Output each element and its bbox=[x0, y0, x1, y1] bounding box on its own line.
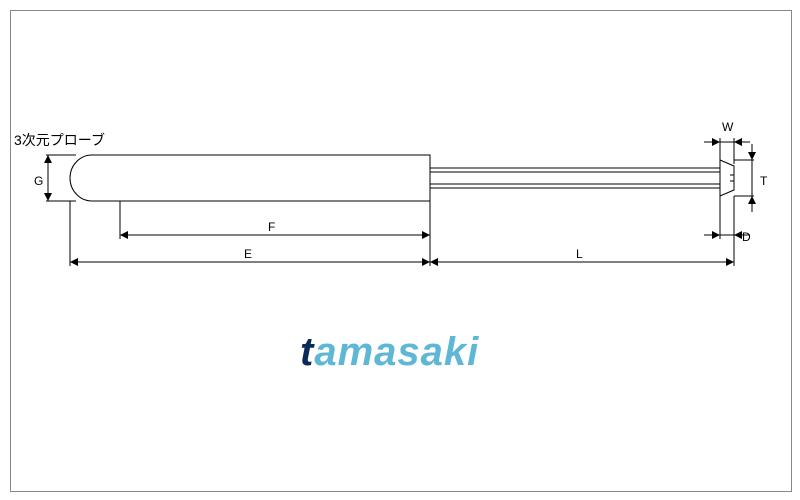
dim-label-D: D bbox=[742, 230, 751, 244]
diagram-svg bbox=[0, 0, 800, 500]
dim-label-W: W bbox=[722, 120, 733, 134]
dim-label-F: F bbox=[268, 220, 275, 234]
dim-label-E: E bbox=[244, 247, 252, 261]
dim-label-G: G bbox=[34, 174, 43, 188]
dim-label-L: L bbox=[576, 247, 583, 261]
dim-label-T: T bbox=[760, 174, 767, 188]
